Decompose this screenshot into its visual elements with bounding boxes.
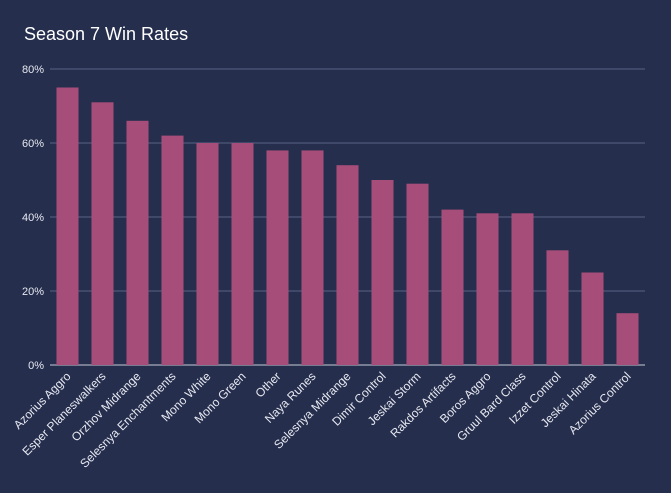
bar [56, 87, 79, 365]
y-tick-label: 40% [22, 212, 44, 224]
bar [546, 250, 569, 365]
bar [336, 165, 359, 365]
bar [511, 213, 534, 365]
chart-title: Season 7 Win Rates [24, 24, 189, 44]
bar [91, 102, 114, 366]
bar [441, 209, 464, 365]
bar [301, 150, 324, 365]
bar [266, 150, 289, 365]
x-tick-label: Azorius Control [566, 369, 634, 437]
bar [161, 135, 184, 365]
y-tick-label: 20% [22, 286, 44, 298]
y-tick-label: 80% [22, 64, 44, 76]
y-tick-label: 0% [28, 360, 44, 372]
bar [126, 120, 149, 365]
bar [196, 143, 219, 365]
bar [476, 213, 499, 365]
bar [231, 143, 254, 365]
bar [616, 313, 639, 365]
y-tick-label: 60% [22, 138, 44, 150]
bar [371, 180, 394, 365]
bar [406, 183, 429, 365]
x-tick-label: Other [252, 369, 283, 400]
bar [581, 272, 604, 365]
